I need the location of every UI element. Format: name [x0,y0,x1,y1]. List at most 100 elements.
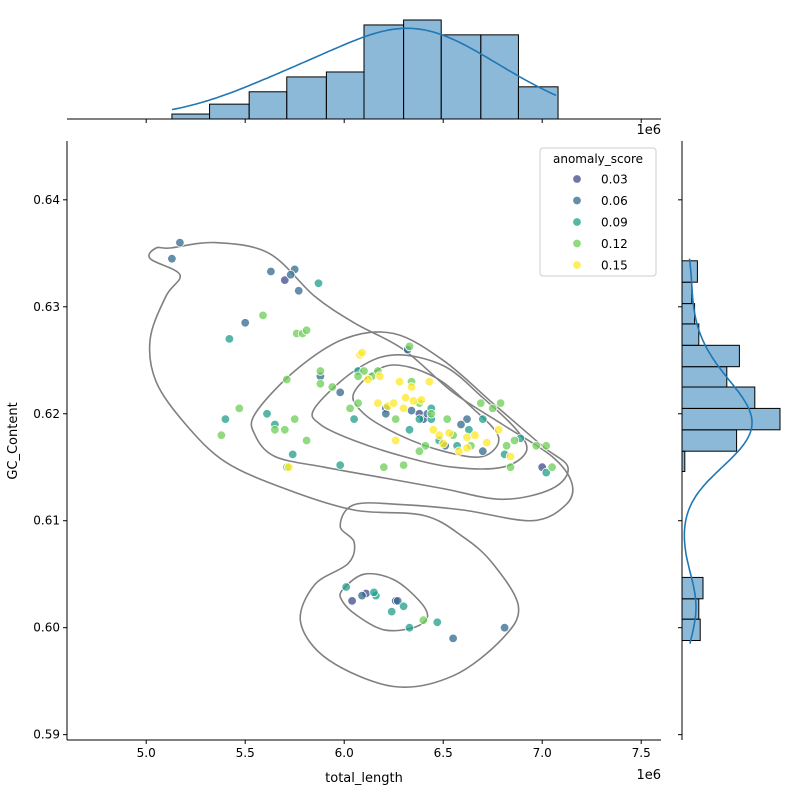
y-hist-bar [681,386,756,409]
scatter-point [541,441,551,451]
scatter-point [444,428,454,438]
x-hist-bar [325,71,365,120]
scatter-point [234,403,245,414]
legend-marker [572,174,582,184]
scatter-point [224,334,235,344]
x-kde-line [171,27,557,111]
scatter-point [541,467,551,478]
scatter-point [478,446,488,456]
scatter-point [501,441,512,451]
scatter-point [456,419,466,430]
scatter-point [315,379,326,389]
scatter-point [389,398,399,408]
scatter-point [547,462,557,472]
x-hist-bar [171,113,211,120]
scatter-point [454,446,464,456]
scatter-point [347,596,357,606]
x-hist-bar [517,86,559,120]
scatter-point [434,430,444,440]
scatter-point [357,590,367,601]
legend-label: 0.06 [601,194,628,208]
scatter-point [414,414,425,424]
scatter-point [327,382,338,392]
scatter-point [432,617,443,628]
x-tick-label: 6.5 [434,746,453,760]
scatter-point [286,270,296,280]
scatter-plot-area [148,237,574,688]
scatter-point [167,254,177,264]
scatter-point [448,633,458,644]
y-marginal-histogram [681,258,781,644]
scatter-point [404,623,415,633]
scatter-point [428,425,439,435]
scatter-point [398,460,409,470]
scatter-point [404,425,415,435]
scatter-point [509,435,520,446]
x-tick-label: 6.0 [335,746,354,760]
legend-title: anomaly_score [553,152,643,166]
y-tick-label: 0.60 [33,621,60,635]
scatter-point [505,462,516,472]
scatter-point [393,596,403,606]
x-hist-bar [209,103,250,120]
kde-contour-4 [352,364,500,458]
scatter-point [391,414,401,424]
scatter-point [353,371,363,382]
x-marginal-histogram [171,19,559,120]
axes: 5.0 5.5 6.0 6.5 7.0 7.5 0.59 0.60 0.61 0.62 0.63 0.… [33,118,683,760]
scatter-point [391,435,401,446]
x-offset-label: 1e6 [636,768,661,783]
x-hist-bar [286,76,327,120]
legend-label: 0.03 [601,173,628,187]
legend-marker [572,238,582,249]
x-tick-label: 7.5 [632,746,651,760]
scatter-point [175,237,185,248]
scatter-point [406,382,417,392]
scatter-point [387,606,397,617]
scatter-point [482,437,492,448]
y-tick-label: 0.63 [33,300,60,314]
scatter-point [282,374,292,385]
scatter-point [335,387,345,398]
scatter-point [240,318,250,328]
scatter-point [363,374,373,385]
scatter-point [414,446,425,456]
scatter-point [345,403,355,414]
y-axis-label: GC_Content [6,402,21,479]
scatter-point [394,377,405,387]
x-hist-bar [248,91,288,120]
legend-label: 0.12 [601,237,628,251]
scatter-point [315,366,326,376]
scatter-point [470,430,480,440]
scatter-point [220,414,231,424]
scatter-point [400,393,411,403]
scatter-point [313,278,324,289]
scatter-point [258,310,268,321]
scatter-point [418,615,429,625]
scatter-point [398,403,409,414]
legend: anomaly_score 0.03 0.06 0.09 0.12 0.15 [539,147,657,277]
scatter-point [216,430,227,440]
scatter-point [462,443,472,453]
scatter-point [294,286,304,296]
legend-marker [572,195,582,206]
legend-box [539,147,657,277]
scatter-point [301,435,312,446]
scatter-point [404,341,415,352]
x-hist-bar [363,24,405,120]
scatter-points [167,237,557,644]
scatter-point [369,587,379,598]
scatter-point [438,439,448,449]
x-tick-label: 5.5 [236,746,255,760]
scatter-point [335,460,345,470]
legend-marker [572,260,582,270]
scatter-point [462,414,472,424]
x-hist-bar [403,19,442,120]
x-tick-label: 7.0 [533,746,552,760]
legend-label: 0.09 [601,216,628,230]
scatter-point [341,582,351,592]
scatter-point [375,371,385,382]
x-hist-bar [480,34,519,120]
kde-contour-3 [311,354,528,470]
